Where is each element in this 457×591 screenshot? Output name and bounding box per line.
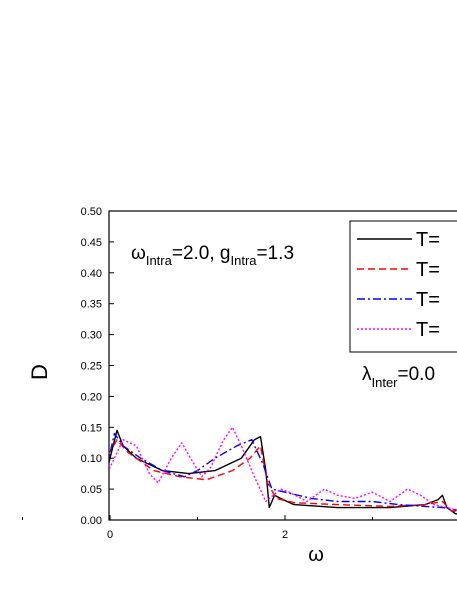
x-axis-title: ω	[308, 544, 324, 566]
x-tick-label: 2	[282, 529, 288, 541]
series-line-4	[109, 426, 457, 511]
intra-omega-symbol: ω	[131, 243, 146, 264]
legend-label-4: T=	[416, 319, 440, 341]
legend: T= T= T= T=	[349, 220, 457, 353]
y-axis-title: D	[27, 364, 52, 380]
y-tick-label: 0.10	[81, 453, 102, 465]
inter-annotation: λInter=0.0	[362, 364, 435, 390]
intra-g-subscript: Intra	[231, 253, 258, 268]
intra-omega-value: =2.0, g	[172, 243, 231, 264]
y-tick-label: 0.35	[81, 299, 102, 311]
legend-label-1: T=	[416, 229, 440, 251]
inter-lambda-symbol: λ	[362, 364, 372, 385]
legend-items: T= T= T= T=	[357, 229, 440, 341]
y-axis-ticks: 0.00 0.05 0.10 0.15 0.20 0.25 0.30 0.35 0.40 0.45…	[81, 206, 114, 527]
intra-annotation: ωIntra=2.0, gIntra=1.3	[131, 243, 294, 268]
intra-g-value: =1.3	[257, 243, 295, 264]
y-tick-label: 0.40	[81, 268, 102, 280]
inter-lambda-value: =0.0	[398, 364, 436, 385]
legend-label-2: T=	[416, 259, 440, 281]
y-tick-label: 0.20	[81, 391, 102, 403]
y-tick-label: 0.45	[81, 237, 102, 249]
inter-lambda-subscript: Inter	[372, 375, 399, 390]
x-tick-label: 0	[107, 529, 113, 541]
legend-label-3: T=	[416, 289, 440, 311]
y-tick-label: 0.30	[81, 330, 102, 342]
series-layer	[109, 426, 457, 515]
series-line-3	[109, 432, 457, 511]
x-axis-ticks: -4-2024	[22, 515, 457, 541]
y-tick-label: 0.05	[81, 484, 102, 496]
y-tick-label: 0.50	[81, 206, 102, 218]
intra-omega-subscript: Intra	[146, 253, 173, 268]
y-tick-label: 0.15	[81, 422, 102, 434]
y-tick-label: 0.00	[81, 515, 102, 527]
series-line-1	[109, 429, 457, 515]
legend-box	[349, 220, 457, 353]
y-tick-label: 0.25	[81, 361, 102, 373]
